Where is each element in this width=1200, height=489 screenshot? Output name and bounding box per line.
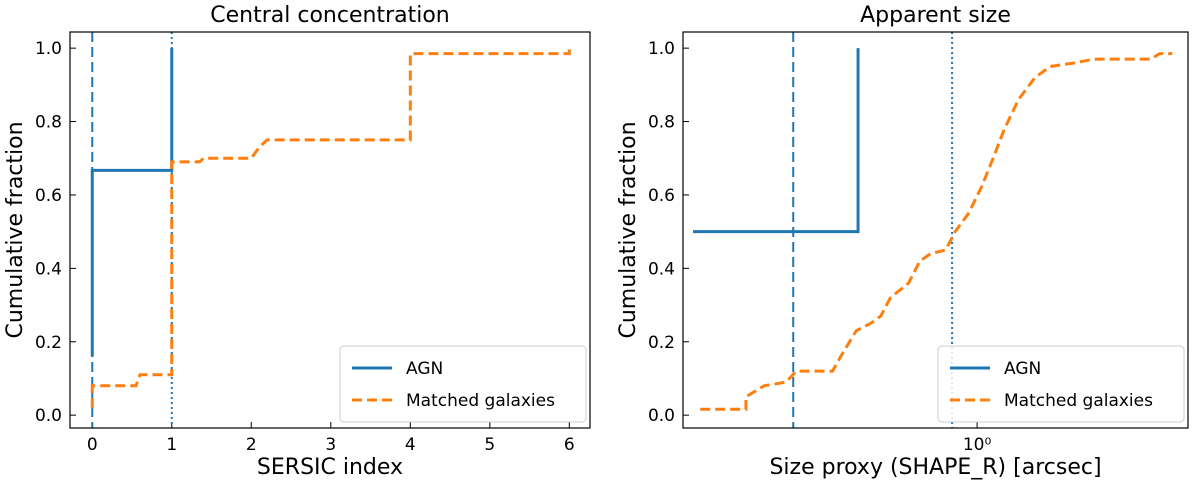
panel-title: Apparent size <box>860 3 1011 28</box>
legend-label: AGN <box>406 359 443 379</box>
y-axis-label: Cumulative fraction <box>616 121 641 338</box>
y-tick-label: 0.0 <box>35 406 62 426</box>
y-tick-label: 1.0 <box>35 39 62 59</box>
x-tick-label: 0 <box>87 435 98 455</box>
panel: Central concentration SERSIC index Cumulat… <box>3 3 591 480</box>
legend-label: AGN <box>1004 359 1041 379</box>
y-axis-label: Cumulative fraction <box>3 121 28 338</box>
y-tick-label: 0.4 <box>35 259 62 279</box>
y-tick-label: 0.8 <box>35 113 62 133</box>
plot-frame <box>69 31 591 429</box>
data-line <box>700 52 1173 411</box>
x-tick-label: 4 <box>405 435 416 455</box>
x-tick-label: 6 <box>564 435 575 455</box>
y-tick-label: 0.8 <box>648 113 675 133</box>
x-tick-label: 3 <box>325 435 336 455</box>
panel-title: Central concentration <box>210 3 449 28</box>
panel: Apparent size Size proxy (SHAPE_R) [arcse… <box>616 3 1189 480</box>
legend-label: Matched galaxies <box>1004 391 1153 411</box>
y-tick-label: 0.2 <box>648 333 675 353</box>
data-line <box>693 48 860 234</box>
y-tick-label: 1.0 <box>648 39 675 59</box>
y-tick-label: 0.0 <box>648 406 675 426</box>
x-tick-label: 10⁰ <box>963 435 992 455</box>
x-tick-label: 1 <box>166 435 177 455</box>
y-tick-label: 0.4 <box>648 259 675 279</box>
data-line <box>90 48 174 357</box>
x-tick-label: 2 <box>246 435 257 455</box>
y-tick-label: 0.2 <box>35 333 62 353</box>
x-axis-label: Size proxy (SHAPE_R) [arcsec] <box>769 455 1101 480</box>
y-tick-label: 0.6 <box>648 186 675 206</box>
x-tick-label: 5 <box>484 435 495 455</box>
x-axis-label: SERSIC index <box>257 455 403 480</box>
data-line <box>90 48 571 408</box>
legend <box>937 345 1185 423</box>
legend-label: Matched galaxies <box>406 391 555 411</box>
plot-frame <box>682 31 1189 429</box>
legend <box>339 345 587 423</box>
y-tick-label: 0.6 <box>35 186 62 206</box>
